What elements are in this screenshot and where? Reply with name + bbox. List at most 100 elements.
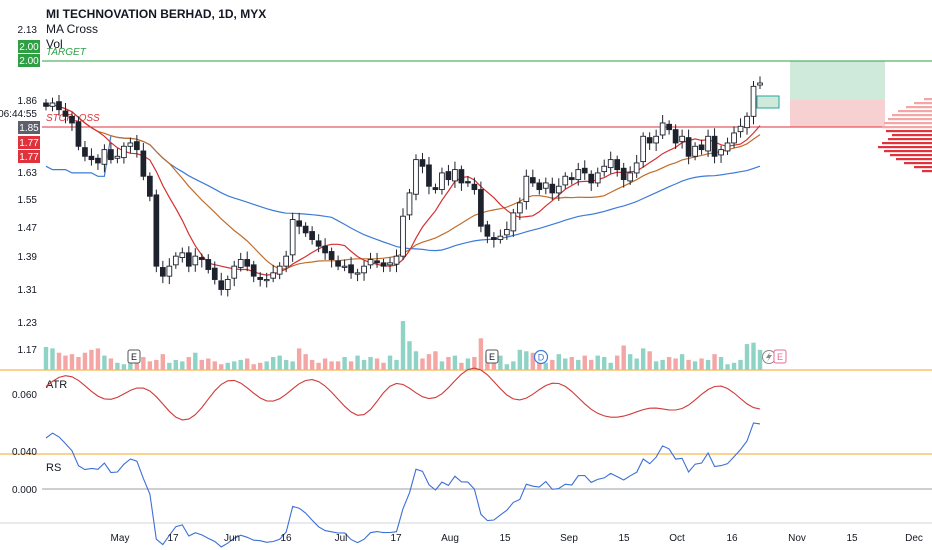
- current-price-badge: [18, 121, 40, 134]
- volume-profile-row: [882, 142, 932, 145]
- volume-bar: [627, 354, 633, 370]
- volume-bar: [543, 362, 548, 370]
- volume-bar: [225, 362, 230, 370]
- volume-bar: [595, 355, 600, 370]
- volume-bar: [738, 359, 743, 370]
- candle-body: [283, 255, 290, 267]
- candle-body: [484, 224, 491, 237]
- time-tick: 15: [499, 533, 511, 544]
- candle-body: [504, 229, 510, 236]
- candle-body: [445, 171, 452, 181]
- volume-bar: [374, 358, 380, 370]
- candle-body: [367, 259, 374, 266]
- candle-body: [140, 150, 147, 177]
- volume-bar: [329, 361, 334, 370]
- volume-bar: [115, 362, 120, 370]
- volume-bar: [498, 355, 503, 370]
- volume-bar: [718, 357, 724, 370]
- candle-body: [263, 279, 270, 282]
- price-tick: 2.13: [18, 25, 38, 36]
- volume-bar: [219, 364, 224, 370]
- candle-body: [348, 264, 354, 274]
- candle-body: [393, 255, 400, 265]
- earnings-marker-1[interactable]: [127, 349, 141, 364]
- candle-body: [510, 212, 517, 232]
- candle-body: [147, 175, 153, 197]
- candle-body: [237, 259, 244, 268]
- candle-body: [374, 260, 380, 264]
- volume-profile-row: [924, 98, 932, 101]
- volume-bars: [43, 321, 763, 370]
- candle-body: [172, 255, 179, 266]
- stoploss-badge-1: [18, 136, 40, 149]
- candle-body: [75, 121, 82, 147]
- candle-body: [685, 137, 692, 157]
- stoploss-badge-2-text: 1.77: [19, 152, 39, 163]
- atr-label[interactable]: ATR: [46, 379, 67, 391]
- candle-body: [581, 167, 588, 174]
- ma-cross-label[interactable]: MA Cross: [46, 22, 98, 36]
- price-axis[interactable]: 2.13 1.86 1.63 1.55 1.47 1.39 1.31 1.23 …: [0, 25, 40, 496]
- target-price-badge: [18, 40, 40, 53]
- earnings-marker-2[interactable]: [485, 349, 499, 364]
- volume-profile-row: [882, 126, 932, 129]
- candle-body: [432, 187, 439, 191]
- volume-profile-row: [892, 114, 932, 117]
- candle-body: [400, 215, 406, 257]
- volume-bar: [108, 358, 114, 370]
- vol-label[interactable]: Vol: [46, 37, 63, 51]
- candle-body: [529, 177, 536, 184]
- volume-bar: [653, 361, 659, 370]
- candlesticks[interactable]: [43, 76, 763, 297]
- candle-body: [82, 147, 88, 157]
- candle-body: [69, 115, 75, 124]
- volume-bar: [504, 364, 510, 370]
- volume-bar: [76, 357, 81, 370]
- atr-tick: 0.060: [12, 390, 37, 401]
- volume-bar: [199, 359, 204, 370]
- candle-body: [289, 219, 296, 256]
- time-tick: 15: [846, 533, 858, 544]
- volume-profile-row: [922, 170, 932, 173]
- volume-bar: [283, 359, 289, 370]
- candle-body: [276, 265, 283, 275]
- volume-bar: [134, 362, 140, 370]
- volume-profile-row: [906, 106, 932, 109]
- symbol-title: MI TECHNOVATION BERHAD, 1D, MYX: [46, 7, 266, 21]
- price-tick: 1.47: [18, 223, 38, 234]
- candle-body: [315, 240, 322, 247]
- rs-line[interactable]: [45, 422, 761, 548]
- candle-body: [309, 231, 315, 240]
- volume-bar: [193, 352, 198, 370]
- rs-label[interactable]: RS: [46, 462, 61, 474]
- candle-body: [471, 183, 478, 191]
- candle-body: [601, 165, 608, 173]
- rs-tick: 0.000: [12, 485, 37, 496]
- candle-body: [731, 132, 737, 144]
- dividend-marker[interactable]: [533, 349, 549, 365]
- volume-bar: [699, 358, 704, 370]
- time-tick: Nov: [788, 533, 806, 544]
- volume-bar: [744, 344, 750, 370]
- event-markers[interactable]: E E D E: [127, 349, 787, 365]
- candle-body: [478, 189, 484, 227]
- volume-bar: [537, 361, 542, 370]
- time-tick: Sep: [560, 533, 578, 544]
- volume-bar: [426, 354, 432, 370]
- earnings-marker-3[interactable]: [773, 349, 787, 364]
- volume-bar: [387, 355, 393, 370]
- candle-body: [426, 164, 432, 187]
- volume-bar: [446, 357, 451, 370]
- volume-profile-row: [890, 154, 932, 157]
- time-axis[interactable]: May 17 Jun 16 Jul 17 Aug 15 Sep 15 Oct 1…: [111, 533, 923, 544]
- candle-body: [465, 181, 471, 184]
- atr-line[interactable]: [45, 367, 761, 421]
- volume-bar: [270, 357, 276, 370]
- candle-body: [640, 135, 647, 163]
- candle-body: [653, 135, 659, 144]
- price-tick: 1.31: [18, 285, 38, 296]
- candle-body: [114, 155, 121, 159]
- candle-body: [724, 142, 731, 152]
- candle-body: [452, 169, 458, 182]
